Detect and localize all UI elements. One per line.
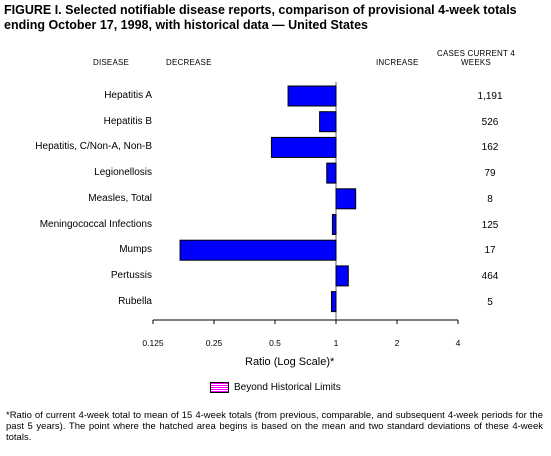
x-tick-label: 1	[333, 338, 339, 348]
case-count: 8	[487, 193, 493, 205]
case-count: 79	[484, 168, 496, 180]
disease-label: Hepatitis, C/Non-A, Non-B	[35, 141, 152, 153]
bar-mumps	[179, 239, 337, 261]
bar-legionellosis	[326, 162, 337, 184]
case-count: 5	[487, 296, 493, 308]
bar-hepatitis-a	[287, 85, 337, 107]
x-tick-label: 2	[394, 338, 400, 348]
cases-column-header: CASES CURRENT 4 WEEKS	[437, 49, 515, 67]
x-tick-label: 0.5	[269, 338, 281, 348]
case-count: 162	[481, 142, 499, 154]
disease-label: Measles, Total	[88, 192, 152, 204]
disease-label: Hepatitis A	[104, 90, 152, 101]
hatched-legend-swatch	[210, 382, 229, 393]
increase-header: INCREASE	[376, 58, 419, 67]
x-tick-label: 0.125	[142, 338, 164, 348]
disease-label: Mumps	[119, 244, 152, 256]
bar-hepatitis-b	[319, 111, 337, 133]
case-count: 125	[481, 219, 499, 231]
case-count: 526	[481, 116, 499, 128]
case-count: 1,191	[477, 91, 503, 102]
disease-label: Hepatitis B	[103, 115, 152, 127]
decrease-header: DECREASE	[166, 58, 212, 67]
bar-hepatitis-c-non-a-non-b	[270, 136, 337, 158]
x-tick-label: 0.25	[205, 338, 223, 348]
disease-label: Legionellosis	[94, 167, 152, 179]
bar-rubella	[330, 291, 337, 313]
bar-meningococcal-infections	[331, 214, 337, 235]
footnote: *Ratio of current 4-week total to mean o…	[6, 410, 543, 443]
disease-label: Meningococcal Infections	[39, 218, 152, 230]
legend-label: Beyond Historical Limits	[234, 382, 341, 394]
x-tick-label: 4	[455, 338, 461, 348]
legend: Beyond Historical Limits	[210, 382, 341, 393]
disease-column-header: DISEASE	[93, 58, 130, 67]
disease-label: Pertussis	[110, 269, 152, 281]
x-axis-label: Ratio (Log Scale)*	[245, 356, 335, 368]
bar-pertussis	[335, 265, 349, 287]
case-count: 17	[484, 245, 496, 257]
bar-measles-total	[335, 188, 357, 210]
figure-title: FIGURE I. Selected notifiable disease re…	[4, 3, 517, 32]
disease-label: Rubella	[118, 295, 152, 307]
case-count: 464	[481, 270, 499, 282]
